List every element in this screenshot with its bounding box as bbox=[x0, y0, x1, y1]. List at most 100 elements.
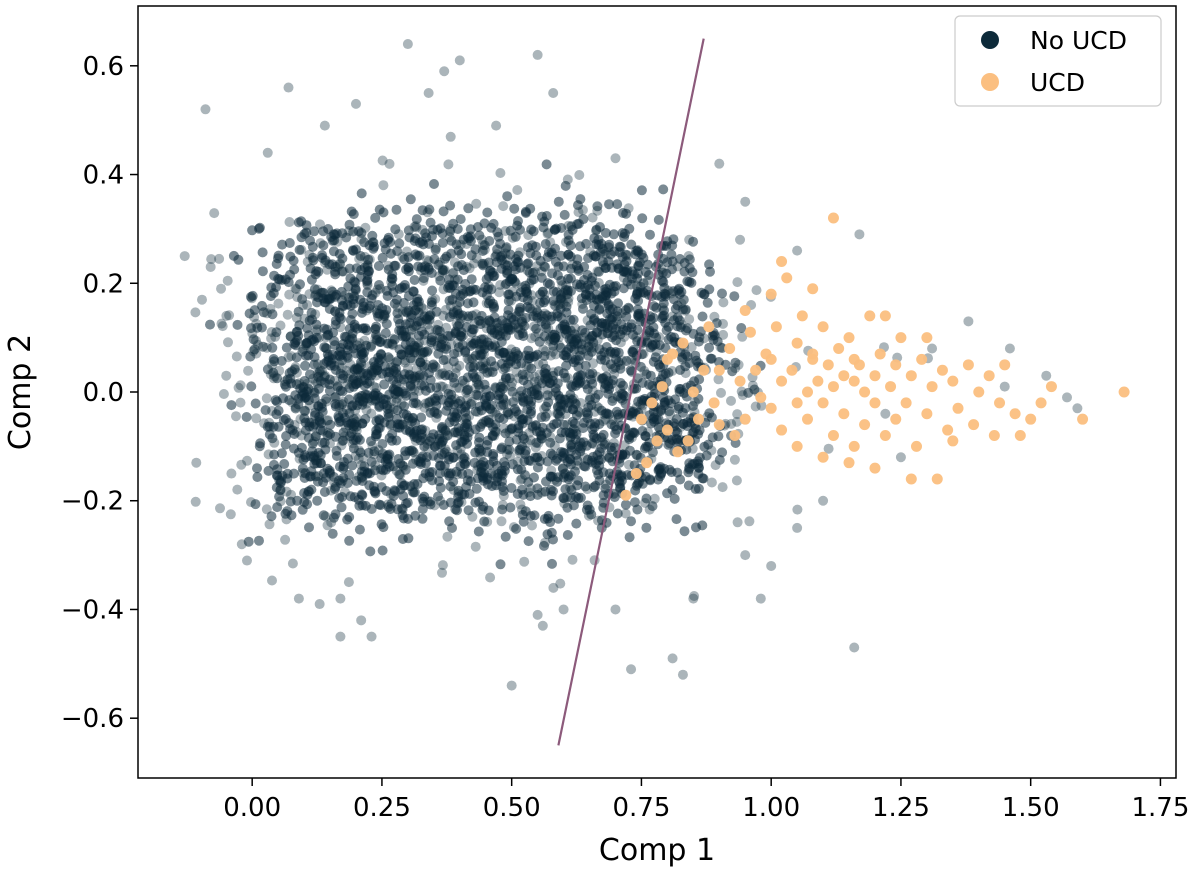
data-point-no-ucd bbox=[498, 394, 509, 405]
data-point-ucd bbox=[765, 288, 777, 300]
data-point-ucd bbox=[1045, 381, 1057, 393]
data-point-ucd bbox=[739, 304, 751, 316]
data-point-no-ucd bbox=[362, 287, 373, 298]
data-point-no-ucd bbox=[558, 447, 569, 458]
data-point-no-ucd bbox=[579, 452, 590, 463]
data-point-no-ucd bbox=[565, 482, 576, 493]
data-point-no-ucd bbox=[631, 332, 642, 343]
data-point-no-ucd bbox=[485, 295, 496, 306]
data-point-no-ucd bbox=[353, 377, 364, 388]
data-point-no-ucd bbox=[366, 631, 377, 642]
data-point-no-ucd bbox=[260, 405, 271, 416]
data-point-no-ucd bbox=[392, 302, 403, 313]
data-point-no-ucd bbox=[354, 338, 365, 349]
data-point-no-ucd bbox=[537, 620, 548, 631]
data-point-no-ucd bbox=[504, 444, 515, 455]
data-point-no-ucd bbox=[324, 467, 335, 478]
data-point-no-ucd bbox=[372, 333, 383, 343]
data-point-no-ucd bbox=[361, 305, 372, 316]
data-point-no-ucd bbox=[491, 480, 502, 491]
data-point-no-ucd bbox=[445, 131, 456, 142]
data-point-no-ucd bbox=[502, 407, 513, 418]
data-point-no-ucd bbox=[551, 287, 562, 298]
data-point-ucd bbox=[750, 364, 762, 376]
data-point-no-ucd bbox=[325, 419, 336, 430]
data-point-no-ucd bbox=[555, 578, 566, 589]
data-point-no-ucd bbox=[370, 324, 381, 335]
data-point-no-ucd bbox=[657, 267, 668, 278]
data-point-no-ucd bbox=[660, 289, 671, 300]
data-point-no-ucd bbox=[684, 314, 695, 325]
data-point-no-ucd bbox=[474, 371, 485, 382]
data-point-no-ucd bbox=[563, 297, 574, 307]
data-point-no-ucd bbox=[523, 536, 534, 547]
data-point-no-ucd bbox=[630, 485, 641, 496]
data-point-no-ucd bbox=[218, 389, 229, 399]
data-point-no-ucd bbox=[298, 300, 308, 311]
data-point-no-ucd bbox=[497, 504, 508, 515]
data-point-no-ucd bbox=[288, 255, 299, 266]
data-point-no-ucd bbox=[645, 229, 655, 240]
data-point-no-ucd bbox=[442, 531, 453, 542]
data-point-no-ucd bbox=[284, 217, 295, 227]
data-point-ucd bbox=[848, 440, 860, 452]
data-point-no-ucd bbox=[408, 392, 419, 402]
data-point-no-ucd bbox=[271, 327, 282, 338]
data-point-no-ucd bbox=[683, 251, 694, 261]
data-point-no-ucd bbox=[596, 373, 607, 384]
data-point-no-ucd bbox=[246, 497, 256, 508]
data-point-no-ucd bbox=[474, 383, 485, 393]
data-point-no-ucd bbox=[323, 427, 334, 438]
data-point-no-ucd bbox=[374, 204, 385, 215]
data-point-no-ucd bbox=[626, 664, 637, 675]
data-point-no-ucd bbox=[664, 438, 675, 449]
data-point-no-ucd bbox=[272, 373, 283, 384]
data-point-no-ucd bbox=[706, 445, 717, 456]
data-point-no-ucd bbox=[367, 230, 378, 241]
data-point-no-ucd bbox=[285, 269, 295, 280]
data-point-no-ucd bbox=[626, 354, 637, 365]
data-point-no-ucd bbox=[536, 272, 547, 283]
data-point-no-ucd bbox=[287, 558, 298, 569]
data-point-no-ucd bbox=[658, 277, 669, 287]
data-point-ucd bbox=[677, 337, 689, 349]
data-point-no-ucd bbox=[459, 378, 470, 389]
data-point-no-ucd bbox=[573, 207, 584, 218]
data-point-no-ucd bbox=[285, 331, 296, 342]
data-point-no-ucd bbox=[453, 398, 464, 409]
data-point-ucd bbox=[776, 375, 788, 387]
data-point-ucd bbox=[651, 435, 663, 447]
data-point-no-ucd bbox=[607, 312, 618, 323]
data-point-no-ucd bbox=[422, 438, 433, 449]
data-point-no-ucd bbox=[521, 361, 532, 372]
data-point-ucd bbox=[781, 272, 793, 284]
data-point-no-ucd bbox=[297, 467, 308, 478]
data-point-no-ucd bbox=[592, 201, 603, 212]
data-point-no-ucd bbox=[559, 394, 570, 405]
data-point-ucd bbox=[1077, 413, 1089, 425]
data-point-no-ucd bbox=[284, 368, 295, 378]
data-point-no-ucd bbox=[493, 231, 504, 242]
data-point-no-ucd bbox=[383, 412, 394, 423]
data-point-no-ucd bbox=[441, 405, 452, 416]
data-point-no-ucd bbox=[792, 522, 803, 533]
data-point-ucd bbox=[765, 353, 777, 365]
data-point-no-ucd bbox=[429, 441, 440, 452]
data-point-no-ucd bbox=[571, 460, 582, 471]
data-point-no-ucd bbox=[426, 332, 437, 343]
data-point-no-ucd bbox=[318, 477, 329, 488]
data-point-no-ucd bbox=[435, 460, 446, 471]
data-point-no-ucd bbox=[405, 194, 416, 205]
data-point-no-ucd bbox=[582, 484, 593, 495]
data-point-no-ucd bbox=[353, 226, 364, 237]
data-point-no-ucd bbox=[257, 247, 268, 258]
data-point-no-ucd bbox=[355, 447, 366, 458]
data-point-no-ucd bbox=[398, 491, 409, 501]
data-point-no-ucd bbox=[457, 375, 468, 386]
data-point-no-ucd bbox=[330, 509, 341, 520]
data-point-no-ucd bbox=[519, 556, 530, 567]
data-point-no-ucd bbox=[339, 431, 350, 442]
data-point-no-ucd bbox=[590, 418, 601, 429]
data-point-no-ucd bbox=[601, 283, 612, 294]
data-point-no-ucd bbox=[490, 342, 501, 352]
